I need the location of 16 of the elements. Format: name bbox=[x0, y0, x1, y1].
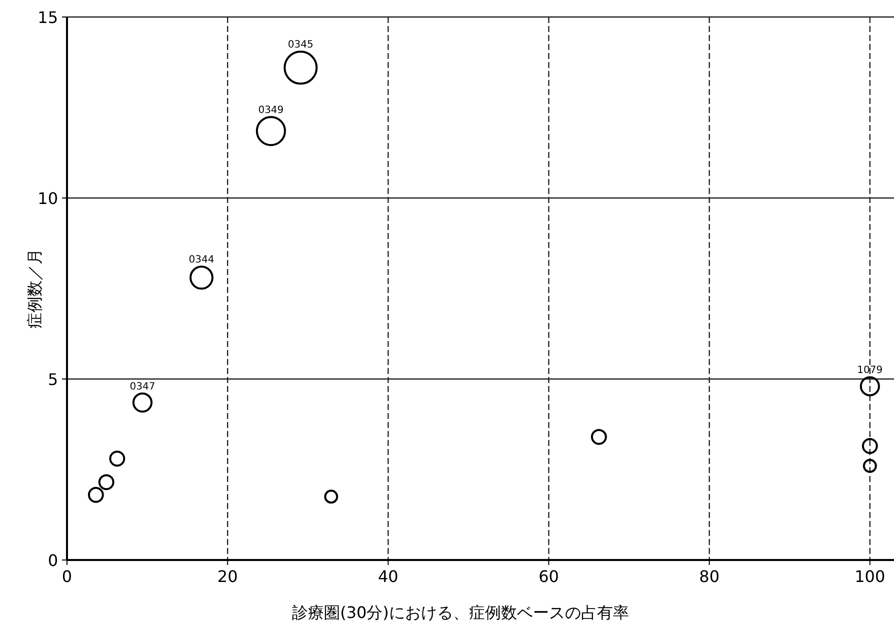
x-tick-label: 100 bbox=[854, 567, 886, 586]
y-axis-title: 症例数／月 bbox=[25, 248, 44, 328]
y-tick-label: 5 bbox=[48, 370, 58, 389]
x-tick-label: 0 bbox=[62, 567, 72, 586]
annotation: 0345 bbox=[288, 40, 314, 51]
x-tick-label: 80 bbox=[699, 567, 720, 586]
x-tick-label: 40 bbox=[378, 567, 398, 586]
y-tick-label: 0 bbox=[48, 551, 58, 570]
x-tick-label: 60 bbox=[538, 567, 559, 586]
x-tick-label: 20 bbox=[217, 567, 238, 586]
annotation: 0347 bbox=[130, 381, 156, 392]
x-axis-title: 診療圏(30分)における、症例数ベースの占有率 bbox=[292, 603, 629, 622]
y-tick-label: 10 bbox=[38, 189, 58, 208]
annotation: 0344 bbox=[188, 254, 214, 266]
annotation: 0349 bbox=[258, 104, 284, 116]
y-tick-label: 15 bbox=[38, 8, 58, 27]
